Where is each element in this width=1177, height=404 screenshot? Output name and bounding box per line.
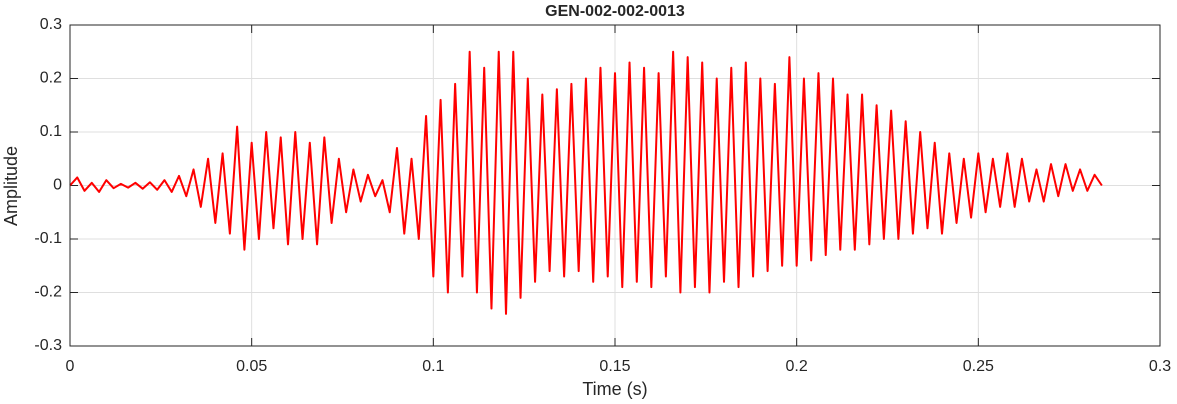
y-tick-label: 0.1 (40, 123, 62, 140)
x-tick-label: 0.3 (1149, 358, 1171, 375)
x-tick-label: 0.1 (422, 358, 444, 375)
y-axis-label: Amplitude (1, 146, 21, 226)
waveform-line (69, 50, 1103, 315)
x-tick-label: 0.2 (786, 358, 808, 375)
y-tick-label: -0.1 (34, 230, 62, 247)
chart-title: GEN-002-002-0013 (545, 3, 685, 20)
x-tick-label: 0.25 (963, 358, 994, 375)
x-tick-label: 0 (66, 358, 75, 375)
plot-frame (69, 24, 1161, 347)
y-tick-label: -0.2 (34, 284, 62, 301)
y-tick-label: 0.3 (40, 16, 62, 33)
y-tick-label: 0.2 (40, 70, 62, 87)
y-tick-label: 0 (53, 177, 62, 194)
x-axis-label: Time (s) (582, 379, 647, 399)
x-tick-label: 0.15 (599, 358, 630, 375)
x-tick-label: 0.05 (236, 358, 267, 375)
y-tick-label: -0.3 (34, 337, 62, 354)
